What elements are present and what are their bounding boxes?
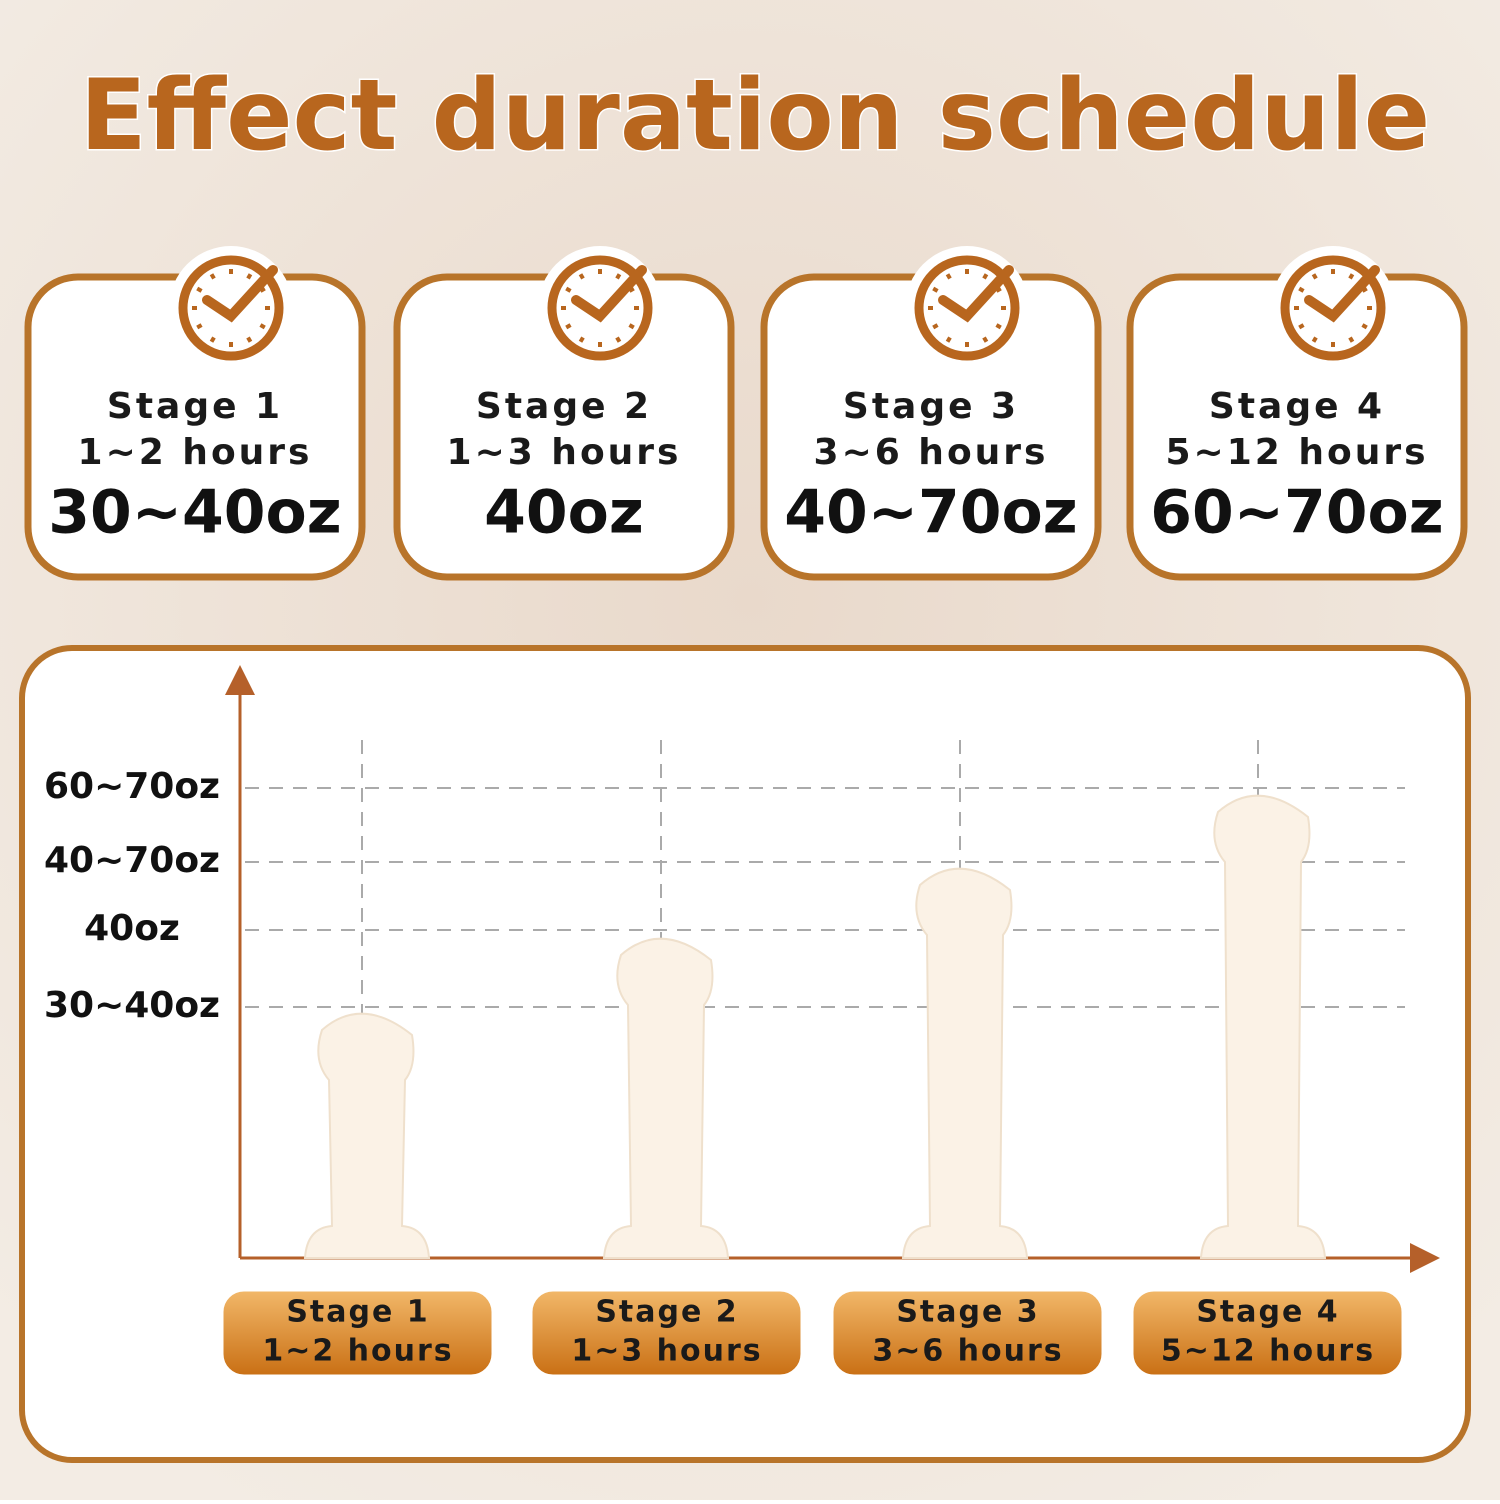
- clock-tick: [246, 273, 253, 280]
- clock-tick: [945, 273, 952, 280]
- card-stage: Stage 2: [476, 386, 652, 427]
- clock-tick: [246, 336, 253, 343]
- clock-tick: [1361, 323, 1368, 330]
- card-hours: 3~6 hours: [814, 432, 1049, 473]
- clock-tick: [932, 323, 939, 330]
- stage-button: [220, 1288, 495, 1378]
- button-hours: 3~6 hours: [872, 1334, 1063, 1369]
- silhouette: [901, 867, 1029, 1259]
- button-hours: 1~3 hours: [571, 1334, 762, 1369]
- clock-tick: [209, 273, 216, 280]
- card-hours: 1~2 hours: [78, 432, 313, 473]
- card-stage: Stage 3: [843, 386, 1019, 427]
- clock-tick: [1361, 286, 1368, 293]
- button-stage: Stage 4: [1196, 1295, 1339, 1330]
- clock-tick: [982, 336, 989, 343]
- stage-button: [529, 1288, 804, 1378]
- silhouette: [602, 937, 730, 1259]
- clock-tick: [196, 286, 203, 293]
- button-stage: Stage 3: [896, 1295, 1039, 1330]
- clock-tick: [628, 286, 635, 293]
- clock-tick: [1298, 286, 1305, 293]
- clock-tick: [995, 323, 1002, 330]
- clock-tick: [209, 336, 216, 343]
- clock-tick: [1348, 273, 1355, 280]
- card-amount: 40~70oz: [784, 478, 1077, 548]
- clock-tick: [995, 286, 1002, 293]
- clock-tick: [932, 286, 939, 293]
- check-mark: [202, 265, 278, 323]
- y-label: 30~40oz: [44, 985, 220, 1026]
- card-stage: Stage 4: [1209, 386, 1385, 427]
- check-mark: [1304, 265, 1380, 323]
- silhouette: [303, 1012, 431, 1259]
- title: Effect duration schedule: [80, 59, 1431, 173]
- clock-tick: [628, 323, 635, 330]
- card-amount: 40oz: [484, 478, 644, 548]
- y-label: 60~70oz: [44, 766, 220, 807]
- silhouette: [1199, 794, 1327, 1259]
- button-stage: Stage 1: [286, 1295, 429, 1330]
- clock-tick: [259, 286, 266, 293]
- clock-tick: [565, 286, 572, 293]
- stage-button: [1130, 1288, 1405, 1378]
- clock-tick: [578, 336, 585, 343]
- clock-tick: [1311, 273, 1318, 280]
- clock-tick: [1348, 336, 1355, 343]
- clock-tick: [259, 323, 266, 330]
- clock-tick: [578, 273, 585, 280]
- clock-tick: [1311, 336, 1318, 343]
- y-label: 40~70oz: [44, 840, 220, 881]
- clock-tick: [982, 273, 989, 280]
- clock-tick: [196, 323, 203, 330]
- card-amount: 30~40oz: [48, 478, 341, 548]
- stage-button: [830, 1288, 1105, 1378]
- check-mark: [571, 265, 647, 323]
- card-hours: 1~3 hours: [447, 432, 682, 473]
- button-stage: Stage 2: [595, 1295, 738, 1330]
- clock-tick: [615, 273, 622, 280]
- card-amount: 60~70oz: [1150, 478, 1443, 548]
- clock-tick: [565, 323, 572, 330]
- clock-tick: [945, 336, 952, 343]
- y-label: 40oz: [84, 908, 180, 949]
- button-hours: 5~12 hours: [1161, 1334, 1375, 1369]
- clock-tick: [1298, 323, 1305, 330]
- card-hours: 5~12 hours: [1165, 432, 1428, 473]
- button-hours: 1~2 hours: [262, 1334, 453, 1369]
- check-mark: [938, 265, 1014, 323]
- card-stage: Stage 1: [107, 386, 283, 427]
- clock-tick: [615, 336, 622, 343]
